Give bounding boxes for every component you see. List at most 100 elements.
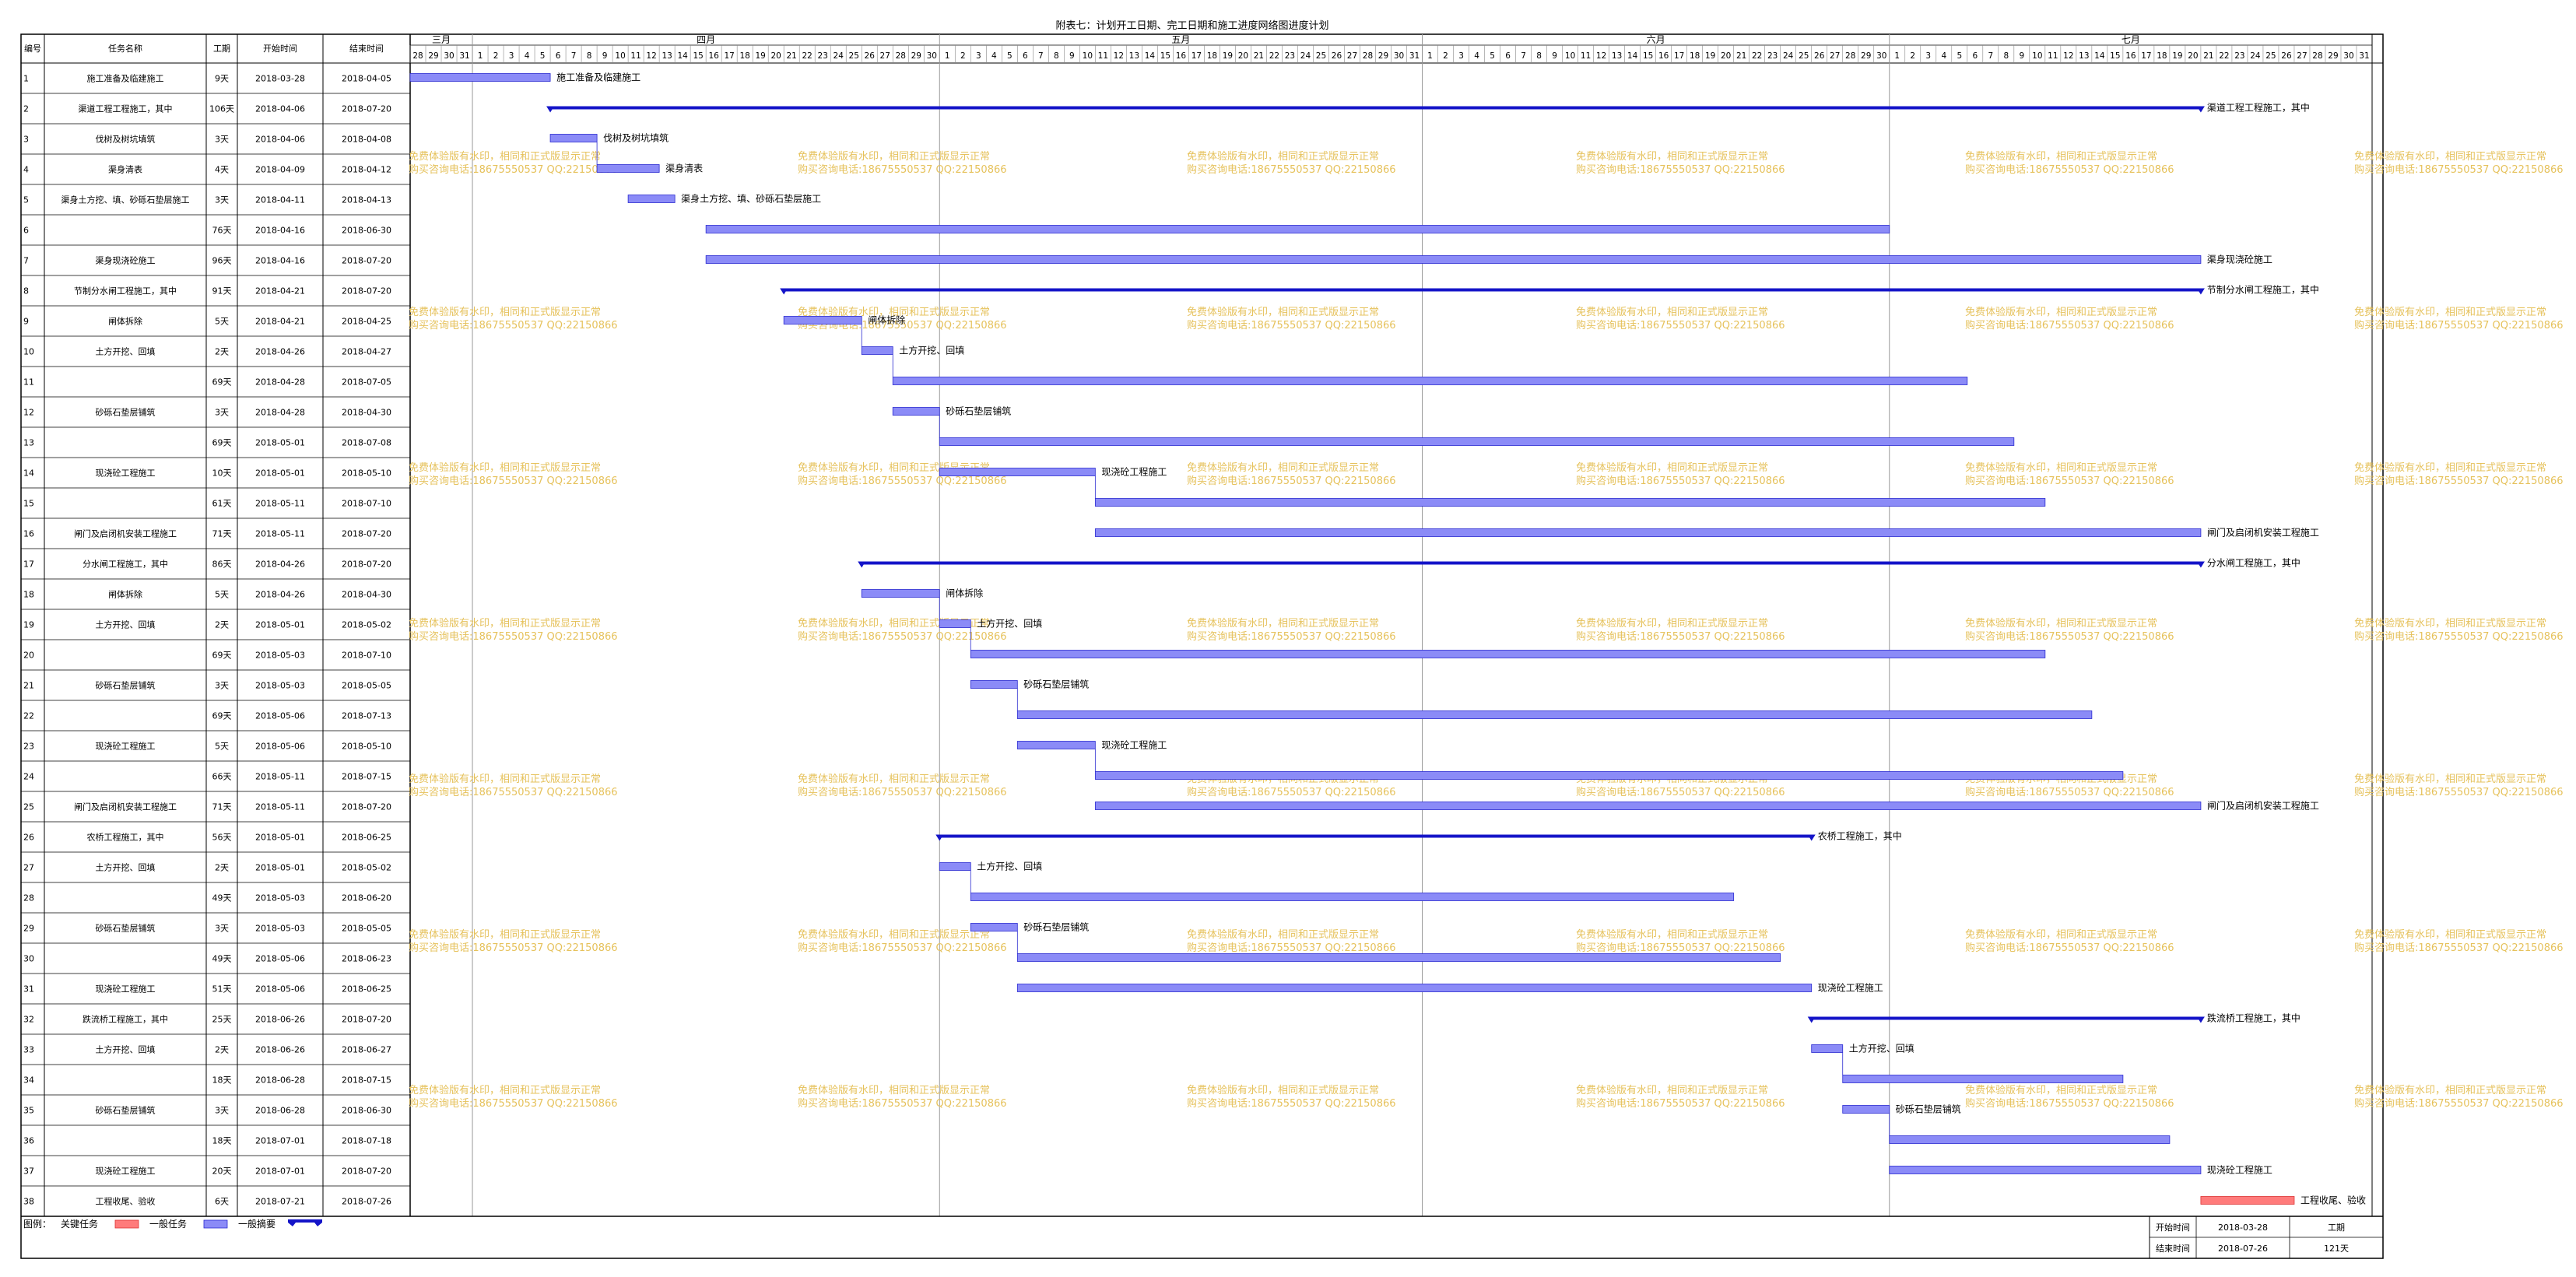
cell-name: 分水闸工程施工，其中 (82, 560, 168, 570)
summary-bar (939, 834, 1812, 838)
cell-name: 闸体拆除 (108, 316, 142, 327)
day-label: 8 (1054, 51, 1059, 61)
cell-end: 2018-07-20 (342, 104, 391, 114)
watermark-line: 免费体验版有水印，相同和正式版显示正常 (798, 928, 990, 941)
cell-name: 渠身土方挖、填、砂砾石垫层施工 (61, 195, 190, 205)
cell-name: 闸门及启闭机安装工程施工 (74, 528, 177, 539)
cell-start: 2018-04-11 (255, 195, 305, 205)
cell-end: 2018-04-13 (342, 195, 391, 205)
watermark-line: 免费体验版有水印，相同和正式版显示正常 (409, 773, 601, 785)
legend-label: 图例： (23, 1219, 51, 1230)
task-bar (627, 195, 676, 203)
task-bar (970, 893, 1735, 901)
summary-end-marker (2196, 561, 2205, 568)
day-label: 26 (2281, 51, 2292, 61)
cell-id: 2 (23, 104, 29, 114)
day-label: 7 (1988, 51, 1993, 61)
cell-duration: 18天 (212, 1075, 232, 1086)
day-label: 21 (787, 51, 797, 61)
cell-duration: 18天 (212, 1136, 232, 1146)
day-label: 18 (1207, 51, 1217, 61)
watermark-line: 购买咨询电话:18675550537 QQ:22150866 (2354, 163, 2564, 176)
task-bar (970, 650, 2046, 658)
cell-end: 2018-07-18 (342, 1136, 391, 1146)
day-label: 4 (1941, 51, 1946, 61)
watermark-line: 免费体验版有水印，相同和正式版显示正常 (1965, 306, 2157, 318)
cell-duration: 49天 (212, 954, 232, 964)
day-label: 18 (1690, 51, 1700, 61)
cell-start: 2018-06-28 (255, 1106, 305, 1116)
cell-duration: 61天 (212, 499, 232, 509)
footer-duration-label: 工期 (2328, 1223, 2345, 1233)
cell-duration: 3天 (215, 195, 229, 205)
cell-name: 现浇砼工程施工 (96, 742, 156, 752)
day-label: 31 (2359, 51, 2369, 61)
day-label: 16 (1658, 51, 1669, 61)
watermark-line: 免费体验版有水印，相同和正式版显示正常 (2354, 773, 2546, 785)
task-bar (2200, 1196, 2295, 1205)
cell-start: 2018-04-09 (255, 165, 305, 175)
cell-id: 28 (23, 893, 34, 903)
cell-duration: 6天 (215, 1197, 229, 1207)
task-bar (939, 619, 971, 628)
day-label: 29 (2328, 51, 2338, 61)
cell-id: 4 (23, 165, 29, 175)
cell-start: 2018-06-26 (255, 1015, 305, 1025)
cell-start: 2018-05-01 (255, 438, 305, 448)
cell-start: 2018-04-26 (255, 590, 305, 600)
bar-label: 渠身清表 (665, 163, 703, 174)
summary-bar (784, 288, 2201, 292)
header-1: 任务名称 (108, 43, 142, 54)
cell-id: 22 (23, 711, 34, 721)
cell-end: 2018-07-08 (342, 438, 391, 448)
day-label: 13 (662, 51, 672, 61)
task-bar (1016, 741, 1096, 749)
cell-end: 2018-04-08 (342, 135, 391, 145)
day-label: 19 (1705, 51, 1715, 61)
watermark-line: 购买咨询电话:18675550537 QQ:22150866 (409, 163, 618, 176)
cell-duration: 5天 (215, 742, 229, 752)
day-label: 21 (1254, 51, 1264, 61)
cell-duration: 91天 (212, 286, 232, 296)
watermark-line: 购买咨询电话:18675550537 QQ:22150866 (1187, 1097, 1396, 1110)
cell-duration: 2天 (215, 620, 229, 630)
day-label: 17 (1674, 51, 1684, 61)
watermark-line: 免费体验版有水印，相同和正式版显示正常 (1187, 928, 1379, 941)
cell-end: 2018-07-05 (342, 377, 391, 388)
watermark-line: 免费体验版有水印，相同和正式版显示正常 (409, 1084, 601, 1096)
day-label: 4 (525, 51, 530, 61)
cell-start: 2018-06-26 (255, 1045, 305, 1055)
cell-end: 2018-04-12 (342, 165, 391, 175)
bar-label: 渠身现浇砼施工 (2207, 254, 2272, 265)
task-bar (1094, 802, 2202, 810)
bar-label: 土方开挖、回填 (977, 861, 1042, 872)
cell-start: 2018-05-01 (255, 863, 305, 873)
day-label: 16 (2125, 51, 2136, 61)
cell-id: 6 (23, 226, 29, 236)
watermark-line: 购买咨询电话:18675550537 QQ:22150866 (1576, 475, 1785, 487)
day-label: 12 (1114, 51, 1124, 61)
bar-label: 渠身土方挖、填、砂砾石垫层施工 (681, 193, 821, 205)
cell-id: 3 (23, 135, 29, 145)
task-bar (1811, 1044, 1844, 1053)
watermark-line: 免费体验版有水印，相同和正式版显示正常 (2354, 1084, 2546, 1096)
day-label: 6 (1505, 51, 1511, 61)
day-label: 31 (459, 51, 469, 61)
cell-id: 30 (23, 954, 34, 964)
day-label: 20 (770, 51, 781, 61)
day-label: 18 (739, 51, 749, 61)
day-label: 29 (911, 51, 921, 61)
cell-start: 2018-04-21 (255, 286, 305, 296)
task-table: 编号 任务名称 工期 开始时间 结束时间 1 施工准备及临建施工 9天 2018-03-28 20… (21, 43, 410, 1217)
day-label: 10 (1565, 51, 1575, 61)
watermark-line: 免费体验版有水印，相同和正式版显示正常 (1187, 150, 1379, 163)
bar-label: 现浇砼工程施工 (1818, 982, 1883, 994)
day-label: 7 (571, 51, 577, 61)
watermark-line: 购买咨询电话:18675550537 QQ:22150866 (2354, 630, 2564, 643)
cell-id: 38 (23, 1197, 34, 1207)
cell-end: 2018-04-27 (342, 347, 391, 357)
cell-name: 现浇砼工程施工 (96, 1166, 156, 1177)
cell-end: 2018-07-20 (342, 256, 391, 266)
day-label: 13 (2079, 51, 2089, 61)
